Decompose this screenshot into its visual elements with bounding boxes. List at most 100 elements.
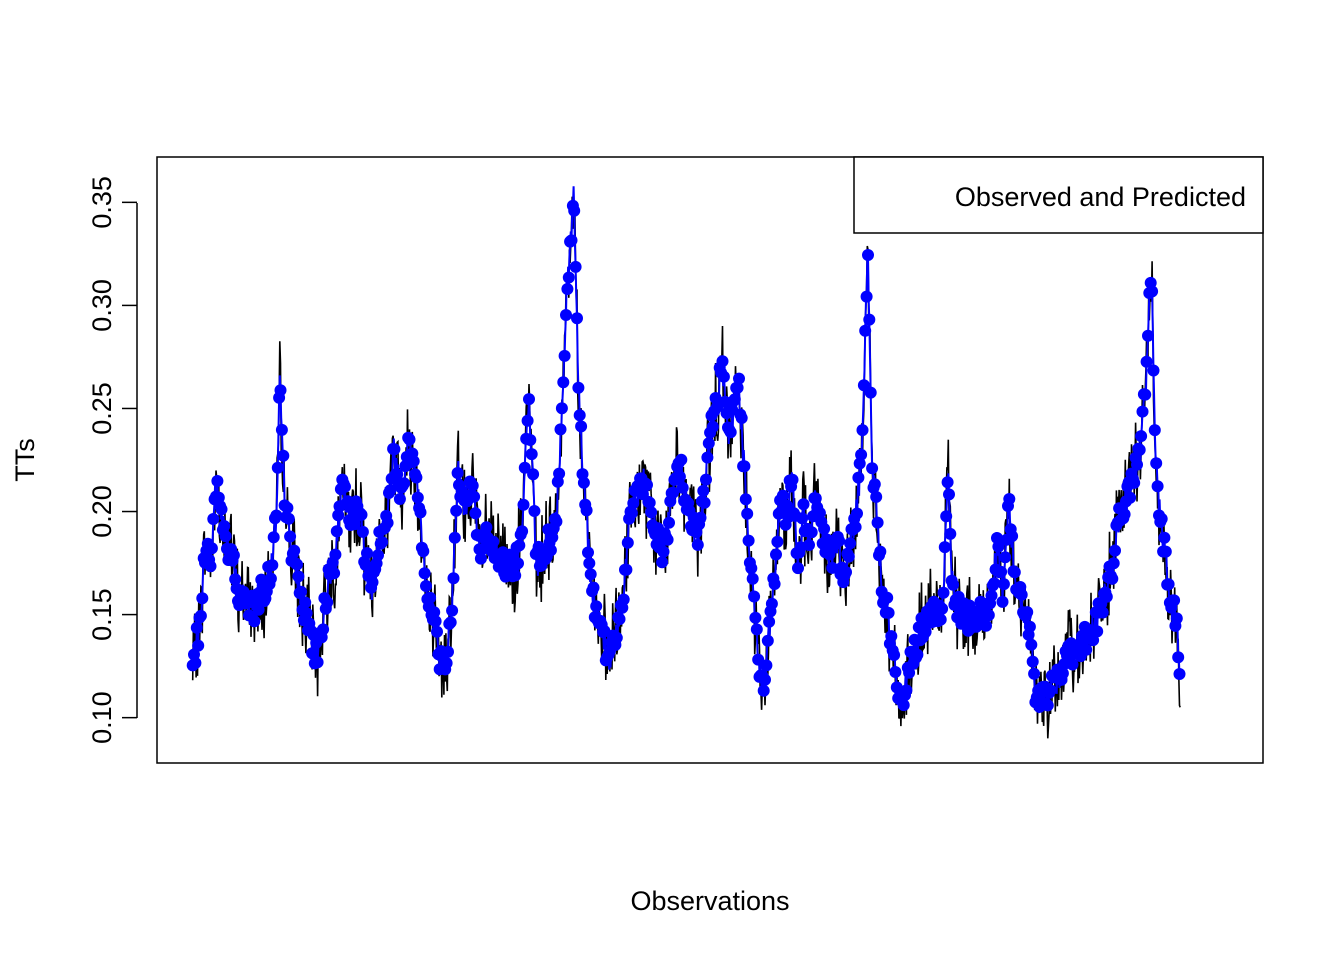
predicted-point [474, 552, 487, 565]
predicted-point [765, 597, 778, 610]
predicted-point [523, 393, 535, 406]
predicted-point [760, 659, 773, 672]
predicted-point [528, 505, 541, 517]
predicted-point [620, 563, 633, 576]
predicted-point [698, 496, 711, 509]
predicted-point [792, 562, 804, 575]
predicted-point [728, 393, 741, 406]
predicted-point [321, 596, 334, 609]
predicted-point [328, 567, 341, 580]
predicted-point [1124, 491, 1137, 504]
predicted-point [809, 492, 822, 505]
predicted-point [768, 578, 781, 590]
predicted-point [381, 516, 394, 529]
predicted-point [270, 509, 283, 522]
predicted-point [1136, 405, 1149, 418]
predicted-point [862, 249, 874, 261]
predicted-point [317, 623, 330, 636]
predicted-point [988, 577, 1001, 590]
predicted-point [870, 490, 883, 503]
predicted-point [786, 473, 799, 486]
predicted-point [1025, 638, 1038, 651]
predicted-point [189, 657, 202, 669]
predicted-point [856, 424, 869, 437]
predicted-point [569, 260, 582, 273]
predicted-point [859, 324, 872, 337]
predicted-point [1096, 606, 1109, 619]
predicted-point [275, 423, 288, 436]
predicted-point [393, 493, 406, 505]
predicted-point [805, 526, 818, 539]
predicted-point [398, 477, 411, 490]
predicted-point [936, 602, 949, 615]
predicted-point [568, 204, 581, 217]
predicted-point [796, 512, 809, 525]
predicted-point [863, 313, 876, 326]
predicted-point [610, 631, 623, 644]
predicted-point [1118, 508, 1131, 521]
predicted-point [555, 402, 568, 415]
predicted-point [450, 504, 463, 517]
predicted-point [1140, 355, 1153, 368]
predicted-point [1170, 612, 1183, 625]
y-tick-label: 0.25 [87, 382, 117, 435]
predicted-point [480, 521, 493, 534]
predicted-point [860, 290, 873, 303]
predicted-point [995, 565, 1008, 578]
predicted-point [466, 479, 479, 492]
predicted-point [840, 566, 852, 579]
y-tick-label: 0.15 [87, 588, 117, 641]
predicted-point [295, 585, 308, 598]
predicted-point [391, 468, 404, 481]
predicted-point [853, 457, 866, 470]
predicted-point [215, 503, 228, 516]
predicted-point [852, 471, 865, 484]
predicted-point [525, 448, 538, 461]
predicted-point [937, 586, 950, 599]
y-axis-ticks: 0.10 0.15 0.20 0.25 0.30 0.35 [87, 176, 137, 744]
predicted-point [311, 656, 324, 669]
y-tick-label: 0.10 [87, 691, 117, 744]
predicted-point [550, 515, 563, 528]
predicted-point [513, 539, 526, 552]
predicted-point [763, 615, 776, 628]
predicted-point [469, 507, 482, 520]
predicted-point [676, 481, 689, 494]
predicted-point [746, 572, 759, 585]
predicted-point [557, 376, 570, 389]
predicted-point [300, 607, 313, 620]
predicted-point [745, 562, 758, 575]
predicted-point [797, 498, 810, 511]
predicted-point [938, 541, 951, 554]
predicted-point [656, 556, 669, 569]
predicted-point [565, 234, 578, 247]
predicted-point [731, 381, 744, 394]
predicted-point [613, 613, 626, 626]
predicted-point [1131, 458, 1143, 471]
predicted-point [1028, 667, 1041, 680]
predicted-point [724, 426, 737, 439]
y-tick-label: 0.20 [87, 485, 117, 538]
predicted-point [903, 666, 916, 679]
predicted-point [1026, 655, 1039, 668]
predicted-point [414, 506, 427, 519]
predicted-point [750, 623, 763, 636]
predicted-point [1155, 512, 1168, 525]
predicted-point [733, 372, 745, 385]
predicted-point [944, 527, 957, 540]
predicted-point [882, 606, 895, 619]
predicted-point [1041, 699, 1054, 712]
predicted-point [420, 580, 432, 592]
predicted-point [871, 516, 884, 529]
predicted-point [572, 381, 585, 394]
predicted-point [218, 520, 231, 532]
predicted-point [1172, 651, 1185, 664]
predicted-point [1006, 530, 1019, 543]
predicted-point [424, 591, 437, 604]
predicted-point [1162, 578, 1175, 591]
predicted-point [487, 535, 500, 548]
predicted-point [274, 384, 287, 397]
predicted-point [329, 548, 342, 561]
predicted-point [1173, 668, 1186, 680]
predicted-point [701, 451, 714, 464]
